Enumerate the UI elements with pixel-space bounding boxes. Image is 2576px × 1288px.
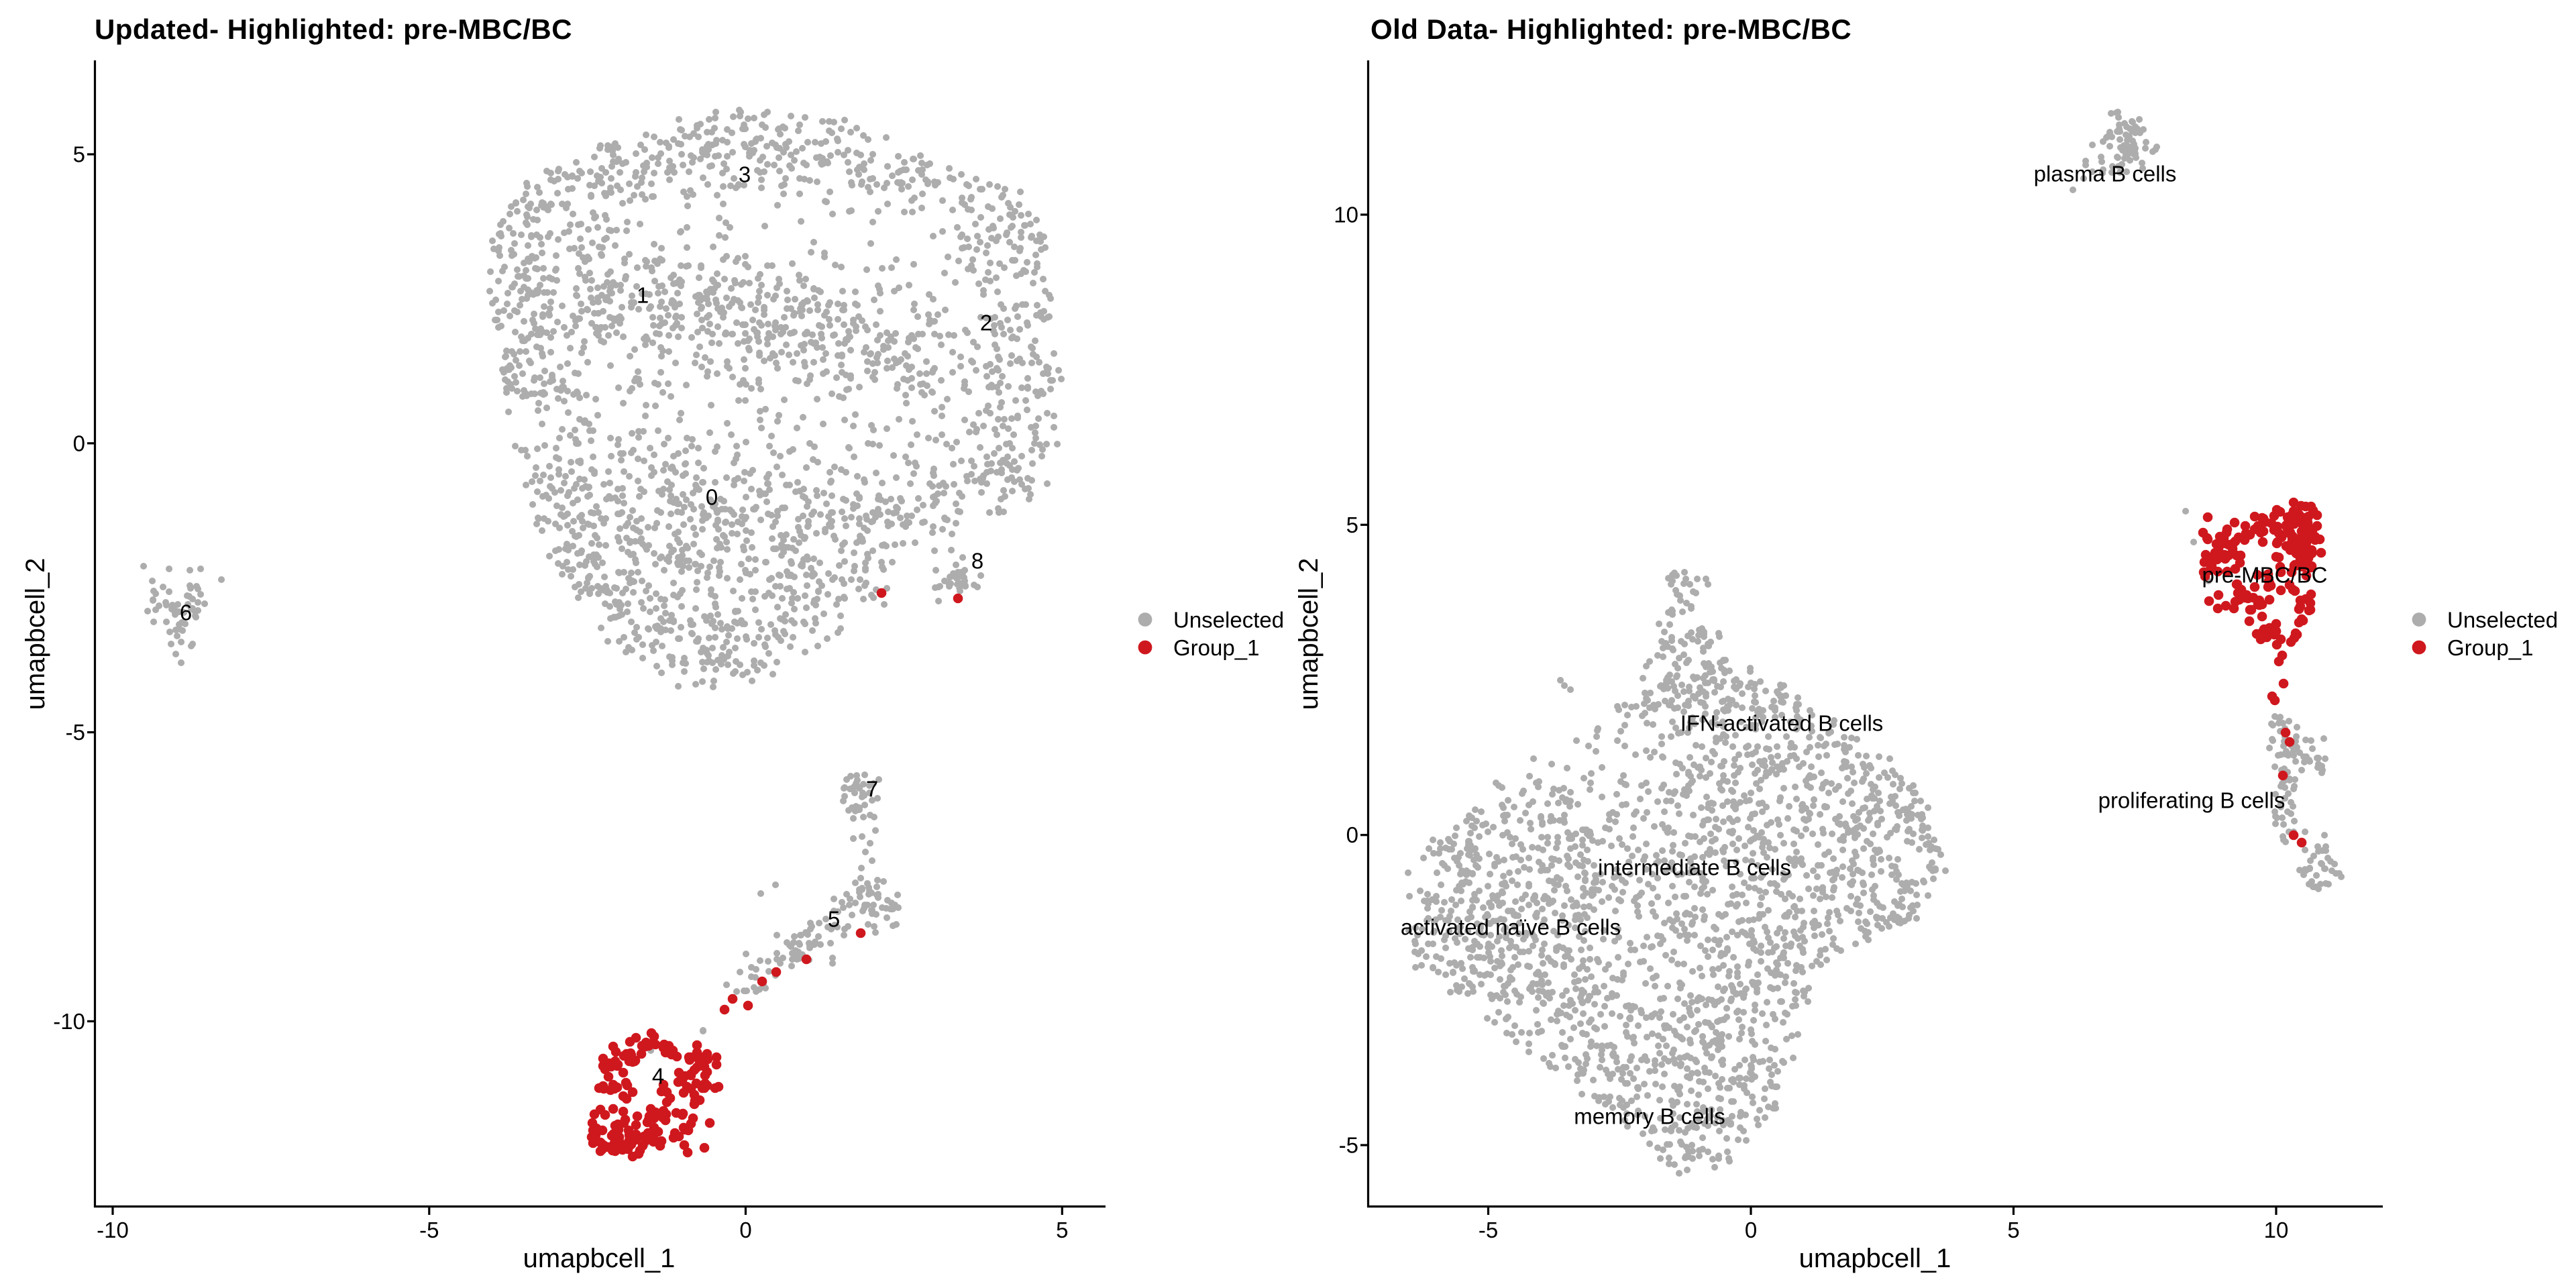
svg-text:1: 1 xyxy=(637,283,649,308)
svg-text:0: 0 xyxy=(73,431,85,455)
svg-text:7: 7 xyxy=(866,777,878,802)
svg-text:umapbcell_2: umapbcell_2 xyxy=(1294,558,1324,710)
svg-text:pre-MBC/BC: pre-MBC/BC xyxy=(2202,563,2327,588)
svg-text:-10: -10 xyxy=(97,1218,129,1242)
svg-text:10: 10 xyxy=(2264,1218,2289,1242)
svg-text:proliferating B cells: proliferating B cells xyxy=(2098,788,2286,813)
svg-text:6: 6 xyxy=(180,600,192,625)
svg-text:plasma B cells: plasma B cells xyxy=(2034,162,2177,186)
svg-text:memory B cells: memory B cells xyxy=(1574,1104,1725,1129)
svg-text:Group_1: Group_1 xyxy=(1173,635,1259,660)
svg-text:activated naïve B cells: activated naïve B cells xyxy=(1401,915,1621,940)
svg-text:-5: -5 xyxy=(66,720,85,745)
svg-text:Updated- Highlighted: pre-MBC/: Updated- Highlighted: pre-MBC/BC xyxy=(95,13,572,45)
svg-text:10: 10 xyxy=(1334,203,1358,227)
svg-text:5: 5 xyxy=(828,907,840,932)
svg-text:5: 5 xyxy=(1056,1218,1068,1242)
svg-text:-5: -5 xyxy=(419,1218,439,1242)
svg-text:-5: -5 xyxy=(1479,1218,1498,1242)
svg-text:2: 2 xyxy=(980,311,992,335)
svg-text:Old Data- Highlighted: pre-MBC: Old Data- Highlighted: pre-MBC/BC xyxy=(1371,13,1851,45)
svg-text:5: 5 xyxy=(1346,513,1358,537)
svg-text:IFN-activated B cells: IFN-activated B cells xyxy=(1680,711,1884,736)
svg-text:8: 8 xyxy=(971,549,983,574)
svg-text:5: 5 xyxy=(2007,1218,2019,1242)
svg-text:0: 0 xyxy=(739,1218,751,1242)
svg-text:umapbcell_1: umapbcell_1 xyxy=(1799,1244,1951,1273)
svg-text:-10: -10 xyxy=(53,1009,85,1034)
svg-text:Unselected: Unselected xyxy=(2447,608,2558,633)
svg-text:0: 0 xyxy=(706,485,718,510)
svg-text:0: 0 xyxy=(1346,822,1358,847)
svg-text:intermediate B cells: intermediate B cells xyxy=(1598,855,1791,880)
svg-text:5: 5 xyxy=(73,142,85,167)
svg-text:Unselected: Unselected xyxy=(1173,608,1284,633)
svg-text:3: 3 xyxy=(739,162,751,187)
svg-text:umapbcell_1: umapbcell_1 xyxy=(523,1244,676,1273)
svg-text:0: 0 xyxy=(1745,1218,1757,1242)
svg-text:Group_1: Group_1 xyxy=(2447,635,2533,660)
svg-text:umapbcell_2: umapbcell_2 xyxy=(21,558,50,710)
svg-text:4: 4 xyxy=(652,1064,664,1089)
svg-text:-5: -5 xyxy=(1339,1133,1358,1158)
